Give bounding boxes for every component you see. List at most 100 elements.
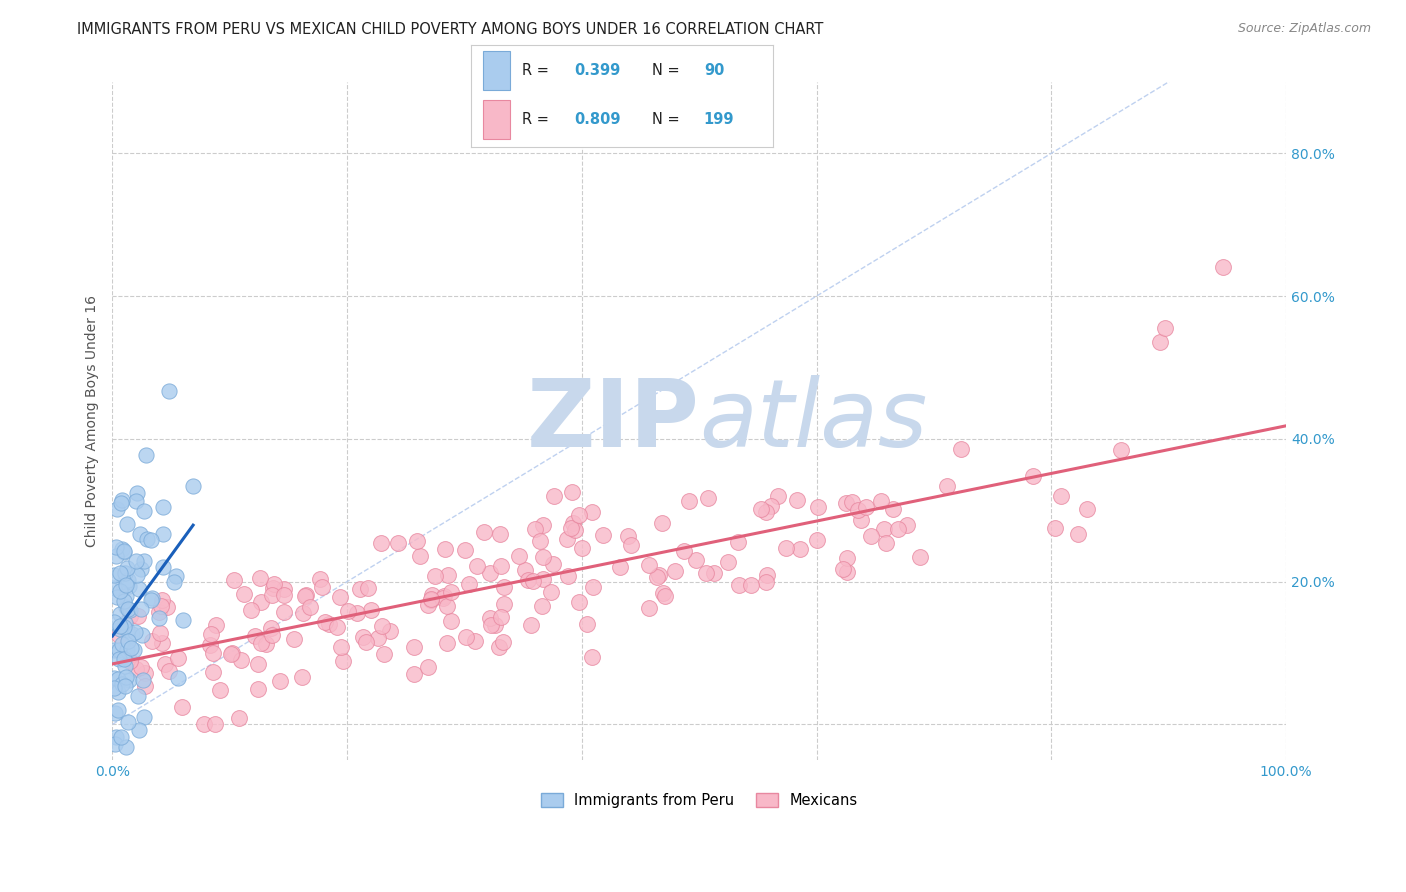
Point bbox=[114, 739, 136, 754]
Point bbox=[380, 624, 402, 638]
Point bbox=[115, 560, 138, 574]
Point bbox=[356, 635, 378, 649]
Text: 0.399: 0.399 bbox=[574, 62, 620, 78]
Point bbox=[104, 549, 127, 563]
Point bbox=[129, 602, 152, 616]
Point bbox=[118, 609, 141, 624]
Point bbox=[250, 595, 273, 609]
Point bbox=[337, 604, 360, 618]
Point bbox=[254, 637, 277, 651]
Point bbox=[647, 570, 669, 584]
Point bbox=[560, 521, 582, 535]
Point bbox=[149, 626, 172, 640]
Text: R =: R = bbox=[523, 112, 550, 127]
Point bbox=[373, 647, 395, 661]
Point bbox=[609, 560, 631, 574]
Point bbox=[436, 599, 458, 613]
Point bbox=[458, 577, 481, 591]
Point bbox=[479, 566, 502, 581]
Point bbox=[125, 486, 148, 500]
Point bbox=[112, 593, 135, 607]
Point bbox=[141, 634, 163, 648]
Text: N =: N = bbox=[652, 62, 681, 78]
Point bbox=[1154, 321, 1177, 335]
Point bbox=[465, 558, 488, 573]
Point bbox=[115, 670, 138, 684]
Point bbox=[654, 589, 676, 603]
Point bbox=[117, 714, 139, 729]
Point bbox=[111, 677, 134, 691]
Point bbox=[557, 569, 579, 583]
Point bbox=[855, 500, 877, 514]
Point bbox=[115, 590, 138, 604]
Point bbox=[125, 568, 148, 582]
FancyBboxPatch shape bbox=[484, 51, 510, 90]
Point bbox=[638, 558, 661, 573]
Point bbox=[157, 384, 180, 399]
Point bbox=[247, 657, 270, 671]
Point bbox=[479, 610, 502, 624]
Point bbox=[204, 618, 226, 632]
Point bbox=[434, 541, 457, 556]
Point bbox=[104, 737, 127, 751]
Point bbox=[832, 562, 855, 576]
Point bbox=[332, 654, 354, 668]
Point bbox=[356, 581, 378, 595]
Point bbox=[440, 585, 463, 599]
Point bbox=[128, 582, 150, 596]
Point bbox=[329, 591, 352, 605]
Point bbox=[221, 646, 243, 660]
Point bbox=[806, 533, 828, 548]
Point bbox=[314, 615, 336, 629]
Text: R =: R = bbox=[523, 62, 550, 78]
Point bbox=[201, 646, 224, 660]
Point bbox=[229, 653, 252, 667]
Point bbox=[157, 664, 180, 678]
Point bbox=[112, 545, 135, 559]
Point bbox=[755, 505, 778, 519]
Point bbox=[114, 566, 136, 581]
Point bbox=[318, 616, 340, 631]
Point bbox=[245, 629, 267, 643]
Point bbox=[239, 603, 262, 617]
Point bbox=[134, 710, 156, 724]
Point bbox=[128, 723, 150, 737]
Point bbox=[298, 600, 321, 615]
Point bbox=[112, 544, 135, 558]
Point bbox=[105, 591, 128, 605]
Point bbox=[531, 572, 554, 586]
Point bbox=[103, 681, 125, 695]
Point bbox=[118, 673, 141, 687]
Point bbox=[219, 648, 242, 662]
Point bbox=[766, 489, 789, 503]
Point bbox=[581, 650, 603, 665]
Point bbox=[117, 573, 139, 587]
Point bbox=[292, 607, 315, 621]
Point bbox=[181, 479, 204, 493]
Point bbox=[269, 673, 291, 688]
Point bbox=[1149, 335, 1171, 350]
Text: 90: 90 bbox=[704, 62, 724, 78]
Point bbox=[110, 496, 132, 510]
Point bbox=[775, 541, 797, 556]
Point bbox=[152, 526, 174, 541]
Point bbox=[703, 566, 725, 581]
Text: IMMIGRANTS FROM PERU VS MEXICAN CHILD POVERTY AMONG BOYS UNDER 16 CORRELATION CH: IMMIGRANTS FROM PERU VS MEXICAN CHILD PO… bbox=[77, 22, 824, 37]
Point bbox=[835, 566, 858, 580]
Y-axis label: Child Poverty Among Boys Under 16: Child Poverty Among Boys Under 16 bbox=[86, 295, 100, 547]
Point bbox=[1067, 527, 1090, 541]
Point bbox=[1043, 521, 1066, 535]
Point bbox=[108, 627, 131, 641]
Point bbox=[112, 620, 135, 634]
Point bbox=[152, 500, 174, 514]
Point bbox=[531, 549, 554, 564]
Point bbox=[346, 606, 368, 620]
Point bbox=[156, 599, 179, 614]
Point bbox=[935, 479, 957, 493]
Point bbox=[103, 615, 125, 629]
Point bbox=[250, 635, 273, 649]
Point bbox=[193, 716, 215, 731]
Point bbox=[492, 597, 515, 611]
Point bbox=[1109, 443, 1132, 458]
Point bbox=[114, 679, 136, 693]
